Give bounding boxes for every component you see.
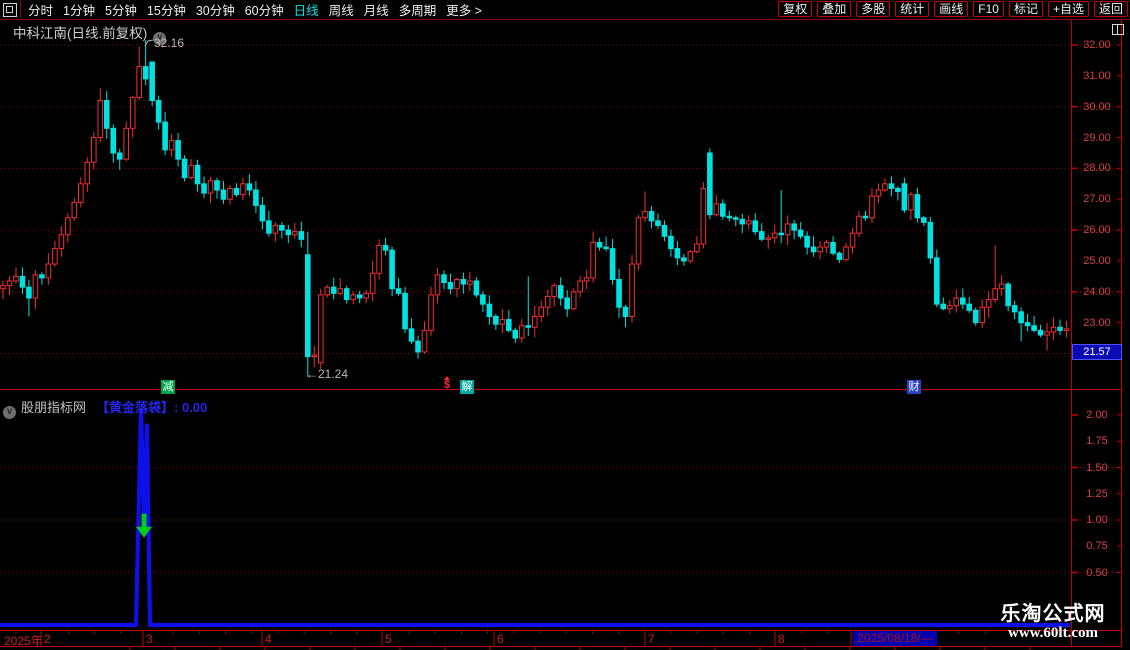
tool-button-标记[interactable]: 标记 — [1008, 1, 1043, 17]
indicator-axis-label: 2.00 — [1086, 409, 1108, 421]
tool-button-统计[interactable]: 统计 — [895, 1, 930, 17]
period-menu-item[interactable]: 15分钟 — [146, 4, 186, 18]
price-axis-label: 27.00 — [1083, 193, 1111, 206]
chart-marker-减: 减 — [161, 380, 175, 394]
period-menu-item[interactable]: 分时 — [28, 4, 54, 18]
period-menu-item[interactable]: 60分钟 — [244, 4, 284, 18]
period-menu: 分时 1分钟 5分钟 15分钟 30分钟 60分钟 日线 周线 月线 多周期 更多 > — [28, 0, 492, 19]
menu-divider — [20, 1, 21, 18]
x-axis-month-label: 4 — [265, 632, 272, 646]
low-price-annotation: ←21.24 — [306, 367, 349, 381]
high-price-annotation: 32.16 — [154, 36, 185, 50]
tool-button-叠加[interactable]: 叠加 — [817, 1, 852, 17]
tool-button-返回[interactable]: 返回 — [1093, 1, 1128, 17]
current-price-tag: 21.57 — [1072, 344, 1122, 360]
price-axis-label: 30.00 — [1083, 100, 1111, 113]
period-menu-item[interactable]: 更多 > — [446, 4, 482, 18]
window-grid-icon[interactable] — [3, 2, 17, 17]
indicator-axis-label: 1.50 — [1086, 461, 1108, 474]
period-menu-item[interactable]: 日线 — [293, 4, 319, 18]
indicator-axis-label: 1.25 — [1086, 487, 1108, 500]
tool-button-复权[interactable]: 复权 — [778, 1, 813, 17]
x-axis-month-label: 2 — [44, 632, 51, 646]
chart-marker-财: 财 — [907, 380, 921, 394]
indicator-axis-label: 0.50 — [1086, 566, 1108, 579]
indicator-formula-label: 【黄金落袋】: 0.00 — [96, 400, 208, 415]
indicator-axis-label: 0.75 — [1086, 540, 1108, 553]
price-axis-label: 28.00 — [1083, 162, 1111, 175]
tool-button-画线[interactable]: 画线 — [934, 1, 969, 17]
price-axis-label: 31.00 — [1083, 69, 1111, 82]
watermark: 乐淘公式网 www.60lt.com — [993, 603, 1113, 642]
stock-title-label: 中科江南(日线.前复权) — [13, 26, 148, 41]
chevron-down-icon[interactable]: ∨ — [3, 406, 16, 419]
sell-signal-arrow-icon — [136, 513, 152, 538]
price-axis-label: 29.00 — [1083, 131, 1111, 144]
chevron-down-icon[interactable]: ∨ — [153, 32, 167, 45]
tool-menu: 复权 叠加 多股 统计 画线 F10 标记 +自选 返回 — [773, 1, 1130, 17]
period-menu-item[interactable]: 多周期 — [398, 4, 437, 18]
price-axis-label: 23.00 — [1083, 316, 1111, 329]
tool-button-F10[interactable]: F10 — [973, 1, 1004, 17]
x-axis-month-label: 5 — [385, 632, 392, 646]
period-menu-item[interactable]: 周线 — [328, 4, 354, 18]
indicator-axis-label: 1.00 — [1086, 514, 1108, 526]
x-axis-month-label: 8 — [778, 632, 785, 646]
chart-title: 中科江南(日线.前复权) ∨ — [13, 22, 167, 45]
indicator-source-label: 股朋指标网 — [21, 400, 87, 415]
x-axis-month-label: 3 — [146, 632, 153, 646]
watermark-site-name: 乐淘公式网 — [1000, 603, 1106, 625]
period-menu-item[interactable]: 月线 — [363, 4, 389, 18]
tool-button-+自选[interactable]: +自选 — [1047, 1, 1089, 17]
chart-marker-dollar: $ — [441, 376, 453, 391]
price-axis-label: 24.00 — [1083, 285, 1111, 298]
x-axis-month-label: 6 — [497, 632, 504, 646]
indicator-axis-label: 1.75 — [1086, 435, 1108, 448]
selected-date-tag: 2025/08/18/— — [853, 631, 937, 646]
period-menu-item[interactable]: 1分钟 — [63, 4, 95, 18]
period-menu-item[interactable]: 5分钟 — [104, 4, 137, 18]
price-axis-label: 32.00 — [1083, 39, 1111, 51]
top-menu-bar: 分时 1分钟 5分钟 15分钟 30分钟 60分钟 日线 周线 月线 多周期 更多 > 复权 叠加 多股… — [0, 0, 1130, 20]
watermark-site-url: www.60lt.com — [1008, 625, 1098, 641]
period-menu-item[interactable]: 30分钟 — [195, 4, 235, 18]
x-axis-year-label: 2025年 — [4, 634, 43, 648]
chart-marker-解: 解 — [460, 380, 474, 394]
tool-button-多股[interactable]: 多股 — [856, 1, 891, 17]
price-axis-label: 26.00 — [1083, 224, 1111, 237]
indicator-header: ∨ 股朋指标网 【黄金落袋】: 0.00 — [3, 397, 208, 419]
price-axis-label: 25.00 — [1083, 254, 1111, 267]
panel-maximize-icon[interactable] — [1112, 24, 1124, 35]
x-axis-month-label: 7 — [648, 632, 655, 646]
